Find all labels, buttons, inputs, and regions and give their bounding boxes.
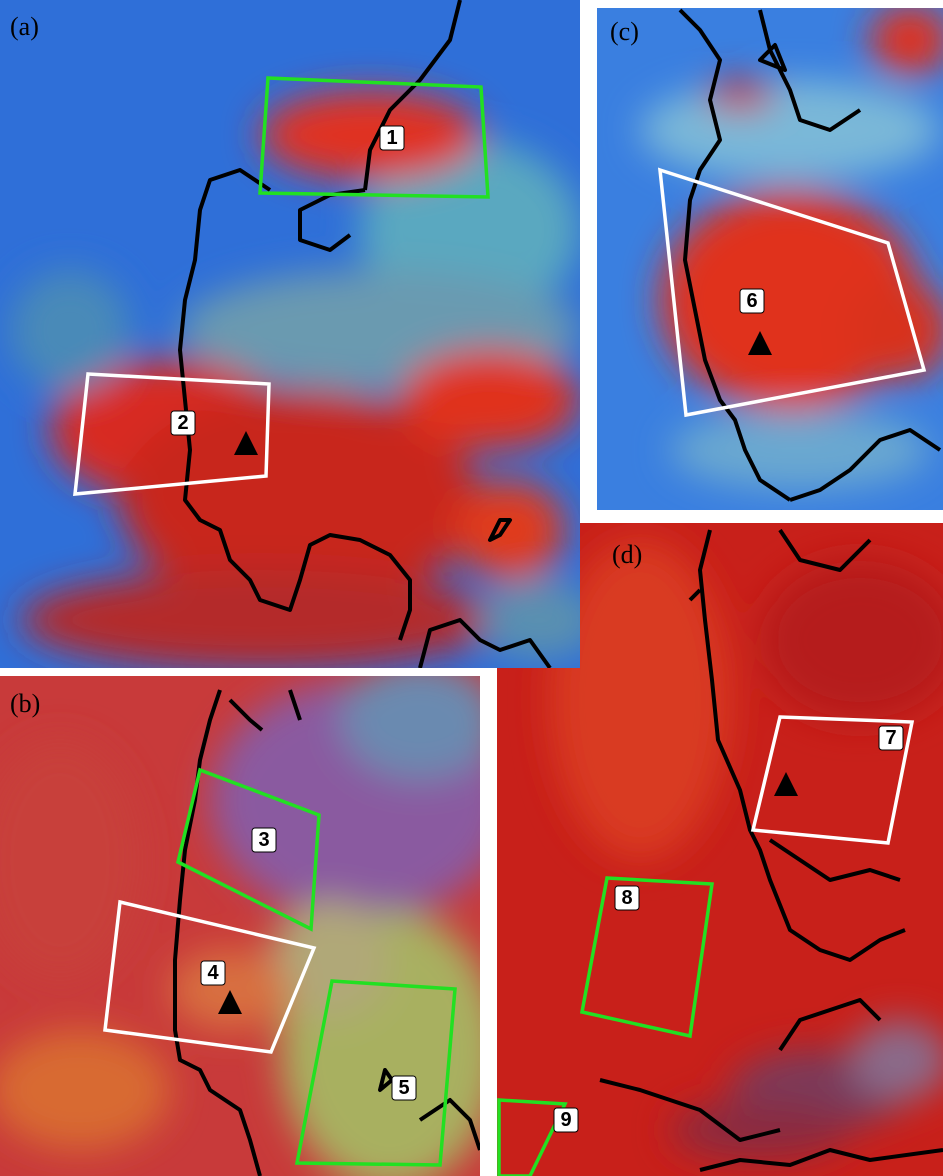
panel-c: (c) 6 (597, 5, 943, 510)
panel-label: (b) (10, 689, 40, 718)
figure: (d) 7 8 9 (a) 1 2 (c) 6 (b) 3 4 5 (0, 0, 943, 1176)
region-label: 9 (560, 1109, 571, 1131)
panel-label: (d) (612, 540, 642, 569)
region-label: 2 (177, 412, 188, 434)
region-label: 8 (621, 887, 632, 909)
region-label: 7 (885, 727, 896, 749)
region-label: 6 (746, 290, 757, 312)
panel-label: (c) (610, 17, 639, 46)
region-label: 3 (258, 829, 269, 851)
panel-label: (a) (10, 12, 39, 41)
region-label: 4 (207, 962, 219, 984)
region-label: 1 (386, 127, 397, 149)
panel-b: (b) 3 4 5 (0, 660, 510, 1176)
panel-a: (a) 1 2 (0, 0, 600, 670)
region-label: 5 (398, 1077, 409, 1099)
